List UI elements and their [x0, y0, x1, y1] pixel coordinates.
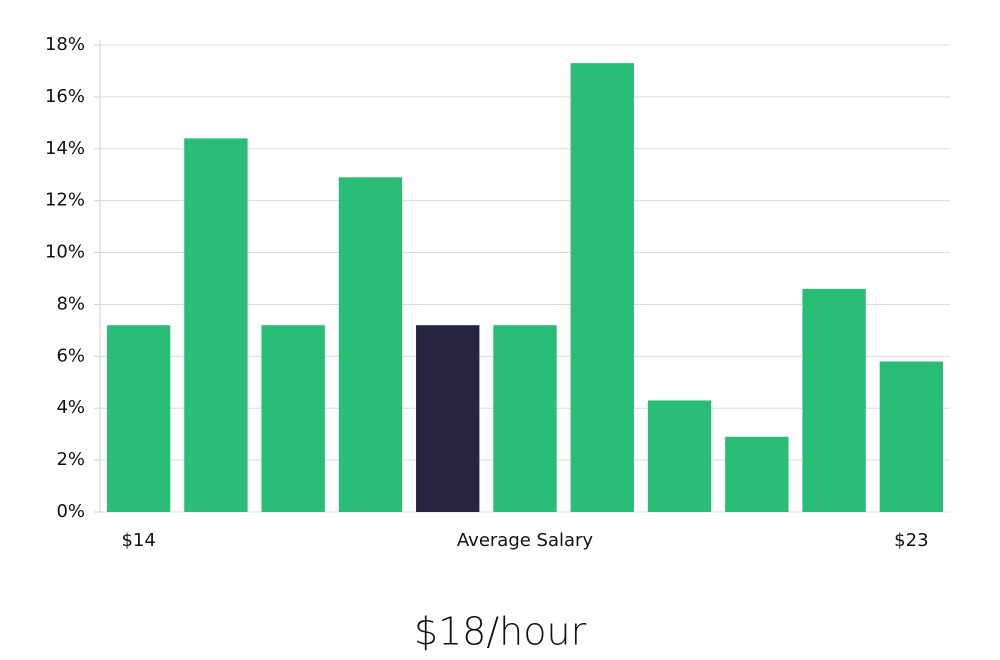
bar	[879, 361, 944, 512]
y-tick-label: 14%	[45, 138, 85, 159]
bar	[184, 138, 248, 512]
x-tick-label: $14	[121, 530, 155, 551]
bar	[416, 325, 480, 512]
y-tick-label: 0%	[56, 501, 85, 522]
y-tick-label: 12%	[45, 190, 85, 211]
bar	[493, 325, 557, 512]
y-tick-label: 10%	[45, 242, 85, 263]
bar	[802, 288, 866, 512]
bar	[261, 325, 325, 512]
x-tick-label: $23	[894, 530, 928, 551]
bar	[725, 436, 789, 512]
bar	[106, 325, 171, 512]
y-tick-label: 8%	[56, 293, 85, 314]
y-tick-label: 2%	[56, 449, 85, 470]
bar	[338, 177, 403, 513]
bar	[570, 63, 634, 513]
y-tick-label: 6%	[56, 345, 85, 366]
bar	[647, 400, 712, 512]
y-tick-label: 16%	[45, 86, 85, 107]
annotation: $18/hour	[414, 610, 587, 654]
x-axis-label: Average Salary	[457, 530, 594, 551]
y-tick-label: 4%	[56, 397, 85, 418]
y-tick-label: 18%	[45, 34, 85, 55]
